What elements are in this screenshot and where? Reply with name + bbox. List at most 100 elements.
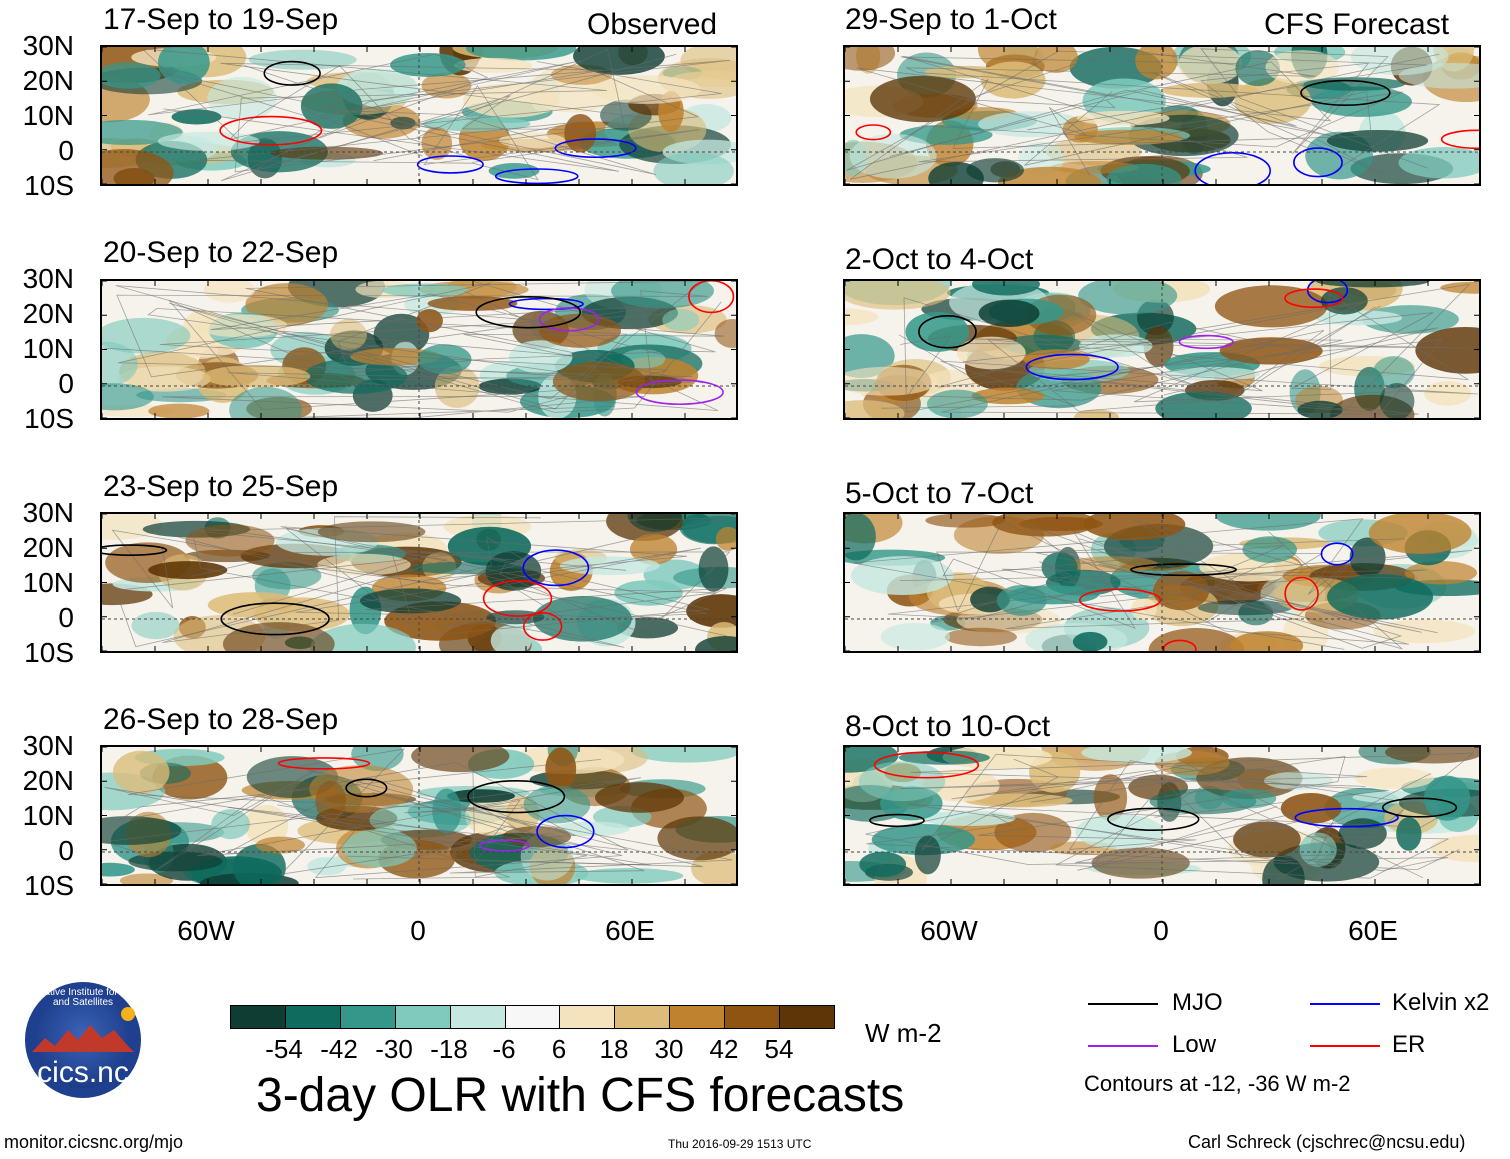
lat-tick-0: 0	[58, 368, 74, 399]
olr-anomaly-patch	[1327, 574, 1434, 620]
contour-loop	[635, 379, 724, 406]
coastline	[159, 313, 670, 418]
contour-loop	[1178, 334, 1234, 350]
contour-loop	[482, 579, 553, 617]
coastline	[899, 519, 1428, 623]
olr-anomaly-patch	[994, 812, 1072, 853]
olr-anomaly-patch	[1148, 628, 1245, 651]
coastline	[190, 551, 731, 630]
olr-anomaly-patch	[653, 152, 734, 184]
contour-loop	[416, 155, 484, 174]
olr-anomaly-patch	[118, 366, 211, 392]
olr-anomaly-patch	[662, 308, 700, 332]
colorbar-label: 18	[599, 1034, 629, 1064]
lat-tick-10n: 10N	[22, 567, 74, 598]
olr-anomaly-patch	[416, 309, 443, 333]
coastline	[900, 335, 1470, 401]
coastline	[942, 530, 1403, 650]
olr-anomaly-patch	[592, 75, 701, 104]
olr-anomaly-patch	[1398, 147, 1479, 179]
coastline	[260, 528, 716, 628]
olr-anomaly-patch	[310, 623, 416, 651]
footer-author: Carl Schreck (cjschrec@ncsu.edu)	[1188, 1132, 1466, 1152]
legend-label-low: Low	[1172, 1031, 1217, 1058]
coastline	[111, 517, 726, 638]
contour-loop	[1107, 807, 1200, 831]
olr-anomaly-patch	[850, 556, 954, 596]
contour-loop	[475, 296, 582, 329]
panel-title-observed-2: 20-Sep to 22-Sep	[103, 236, 339, 269]
forecast-label: CFS Forecast	[1264, 8, 1450, 41]
legend-line-mjo	[1088, 1003, 1158, 1005]
olr-anomaly-patch	[552, 361, 646, 402]
panel-title-observed-4: 26-Sep to 28-Sep	[103, 703, 339, 736]
coastline	[104, 770, 510, 880]
lat-tick-20n: 20N	[22, 65, 74, 96]
olr-anomaly-patch	[422, 116, 531, 132]
contour-loop	[855, 124, 892, 141]
contour-loop	[869, 813, 925, 828]
map-panel-forecast-1	[843, 45, 1481, 186]
olr-anomaly-patch	[1326, 129, 1429, 152]
logo-ring-text: Cooperative Institute for Climate and Sa…	[11, 987, 155, 1008]
panel-title-observed-1: 17-Sep to 19-Sep	[103, 3, 339, 36]
coastline	[118, 281, 716, 377]
map-canvas	[845, 747, 1479, 884]
olr-anomaly-patch	[1396, 817, 1422, 851]
olr-anomaly-patch	[966, 158, 1024, 183]
coastline	[903, 297, 1294, 413]
panel-title-forecast-1: 29-Sep to 1-Oct	[845, 3, 1057, 36]
olr-anomaly-patch	[845, 366, 938, 396]
olr-anomaly-patch	[1076, 110, 1170, 126]
olr-anomaly-patch	[1372, 356, 1415, 389]
olr-anomaly-patch	[845, 400, 905, 418]
olr-anomaly-patch	[1355, 767, 1435, 789]
logo-text: cics.nc	[37, 1056, 129, 1089]
coastline	[849, 53, 1440, 180]
olr-anomaly-patch	[1368, 514, 1472, 554]
colorbar-label: -6	[492, 1034, 516, 1064]
map-panel-observed-3	[100, 512, 738, 653]
coastline	[977, 755, 1394, 871]
olr-anomaly-patch	[1385, 747, 1479, 764]
colorbar-swatch	[504, 1005, 561, 1029]
lat-tick-10n: 10N	[22, 800, 74, 831]
olr-anomaly-patch	[270, 146, 384, 160]
olr-anomaly-patch	[956, 336, 1026, 370]
olr-anomaly-patch	[715, 526, 736, 551]
olr-anomaly-patch	[1143, 326, 1174, 367]
olr-anomaly-patch	[229, 386, 302, 418]
coastline	[1200, 48, 1429, 169]
lat-tick-10s: 10S	[24, 637, 74, 668]
olr-anomaly-patch	[248, 49, 357, 70]
olr-anomaly-patch	[102, 862, 135, 877]
contour-loop	[1381, 797, 1458, 818]
olr-anomaly-patch	[421, 72, 472, 99]
coastline	[905, 48, 1441, 173]
olr-anomaly-patch	[148, 561, 228, 580]
contour-loop	[1284, 288, 1344, 309]
lat-tick-30n: 30N	[22, 730, 74, 761]
coastline	[856, 56, 1332, 176]
contour-loop	[277, 757, 371, 770]
coastline	[118, 759, 629, 878]
contour-loop	[1294, 807, 1399, 828]
olr-anomaly-patch	[303, 358, 408, 394]
legend-note: Contours at -12, -36 W m-2	[1084, 1071, 1351, 1096]
coastline	[314, 792, 733, 879]
olr-anomaly-patch	[1078, 281, 1178, 315]
olr-anomaly-patch	[1303, 77, 1406, 91]
contour-loop	[467, 779, 566, 814]
coastline	[846, 50, 1427, 176]
coastline	[127, 748, 652, 875]
olr-anomaly-patch	[858, 761, 946, 802]
olr-anomaly-patch	[382, 283, 468, 298]
lat-tick-20n: 20N	[22, 298, 74, 329]
olr-anomaly-patch	[972, 281, 1040, 296]
olr-anomaly-patch	[845, 281, 951, 310]
olr-anomaly-patch	[454, 57, 533, 73]
coastline	[889, 55, 1403, 163]
contour-loop	[1162, 639, 1197, 651]
coastline	[962, 293, 1469, 412]
olr-anomaly-patch	[845, 47, 896, 71]
